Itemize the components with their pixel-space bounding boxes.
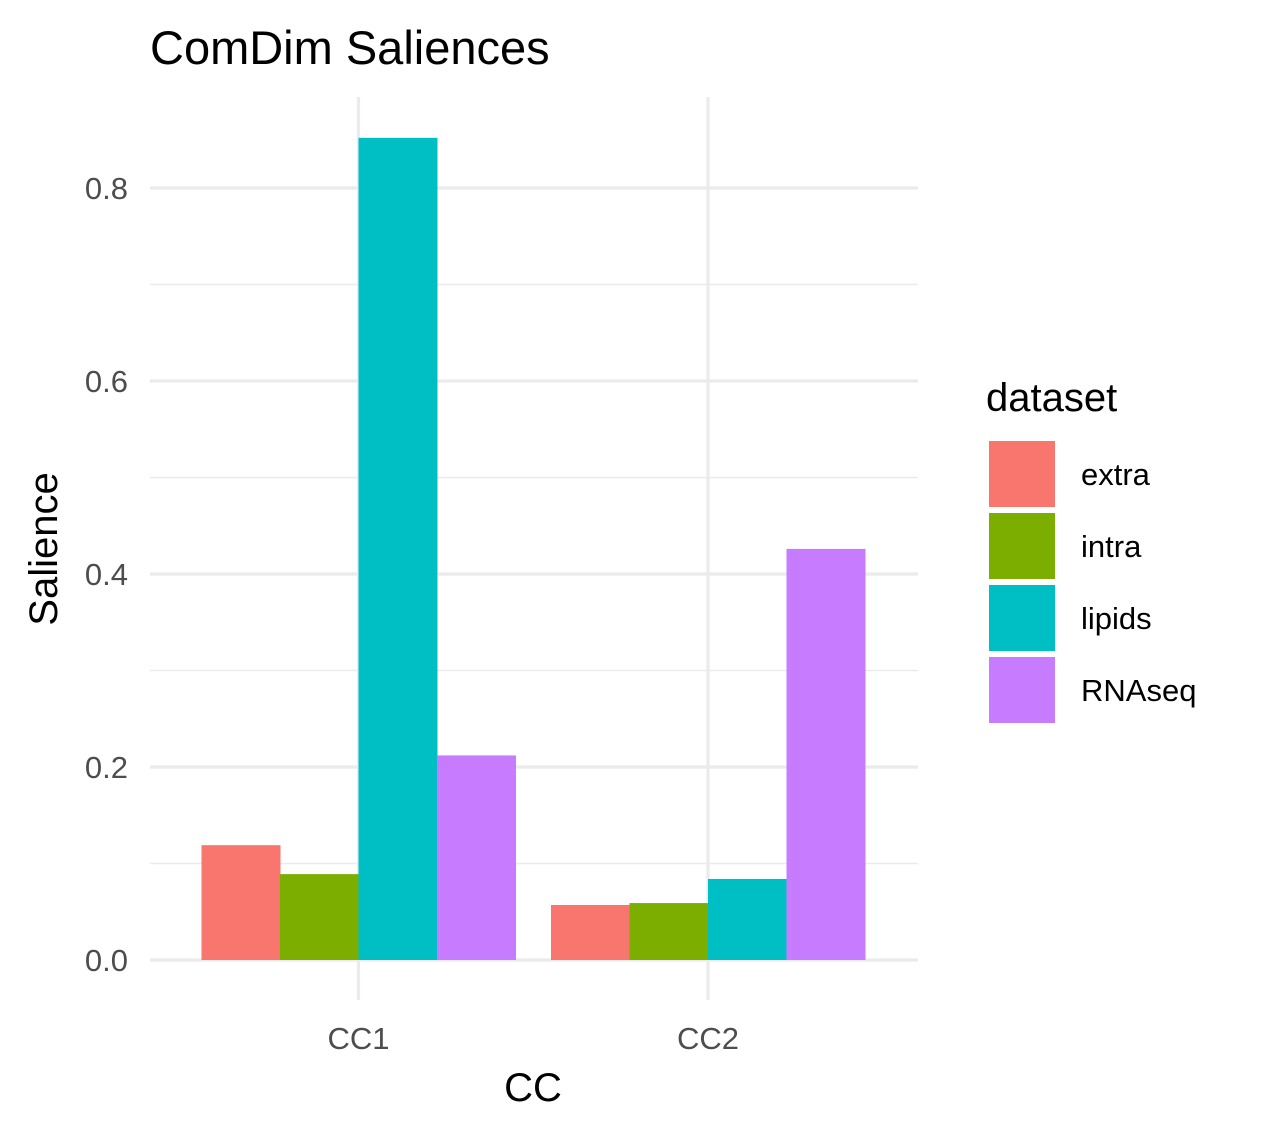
x-tick-label: CC2 (677, 1021, 739, 1056)
chart-title: ComDim Saliences (150, 21, 550, 74)
bars-layer (201, 137, 866, 960)
y-axis-ticks: 0.0 0.2 0.4 0.6 0.8 (85, 171, 128, 978)
legend-label-rnaseq: RNAseq (1081, 673, 1196, 708)
legend-key-lipids (989, 585, 1055, 651)
y-tick-label: 0.4 (85, 557, 128, 592)
legend-key-intra (989, 513, 1055, 579)
bar-rnaseq-cc1 (437, 755, 516, 960)
bar-intra-cc2 (629, 903, 709, 960)
legend-key-rnaseq (989, 657, 1055, 723)
y-tick-label: 0.6 (85, 364, 128, 399)
legend-title: dataset (986, 376, 1117, 420)
bar-intra-cc1 (280, 874, 359, 960)
bar-lipids-cc2 (708, 878, 787, 960)
legend-label-extra: extra (1081, 457, 1151, 492)
bar-lipids-cc1 (358, 137, 438, 960)
legend-key-extra (989, 441, 1055, 507)
x-tick-label: CC1 (327, 1021, 389, 1056)
legend: dataset extra intra lipids RNAseq (986, 376, 1196, 723)
bar-extra-cc1 (201, 845, 281, 960)
x-axis-ticks: CC1 CC2 (327, 1021, 739, 1056)
x-axis-title: CC (504, 1066, 562, 1110)
legend-label-lipids: lipids (1081, 601, 1152, 636)
bar-rnaseq-cc2 (786, 548, 866, 960)
y-axis-title: Salience (22, 472, 66, 625)
y-tick-label: 0.8 (85, 171, 128, 206)
y-tick-label: 0.2 (85, 750, 128, 785)
y-tick-label: 0.0 (85, 943, 128, 978)
legend-label-intra: intra (1081, 529, 1142, 564)
bar-extra-cc2 (551, 904, 630, 960)
